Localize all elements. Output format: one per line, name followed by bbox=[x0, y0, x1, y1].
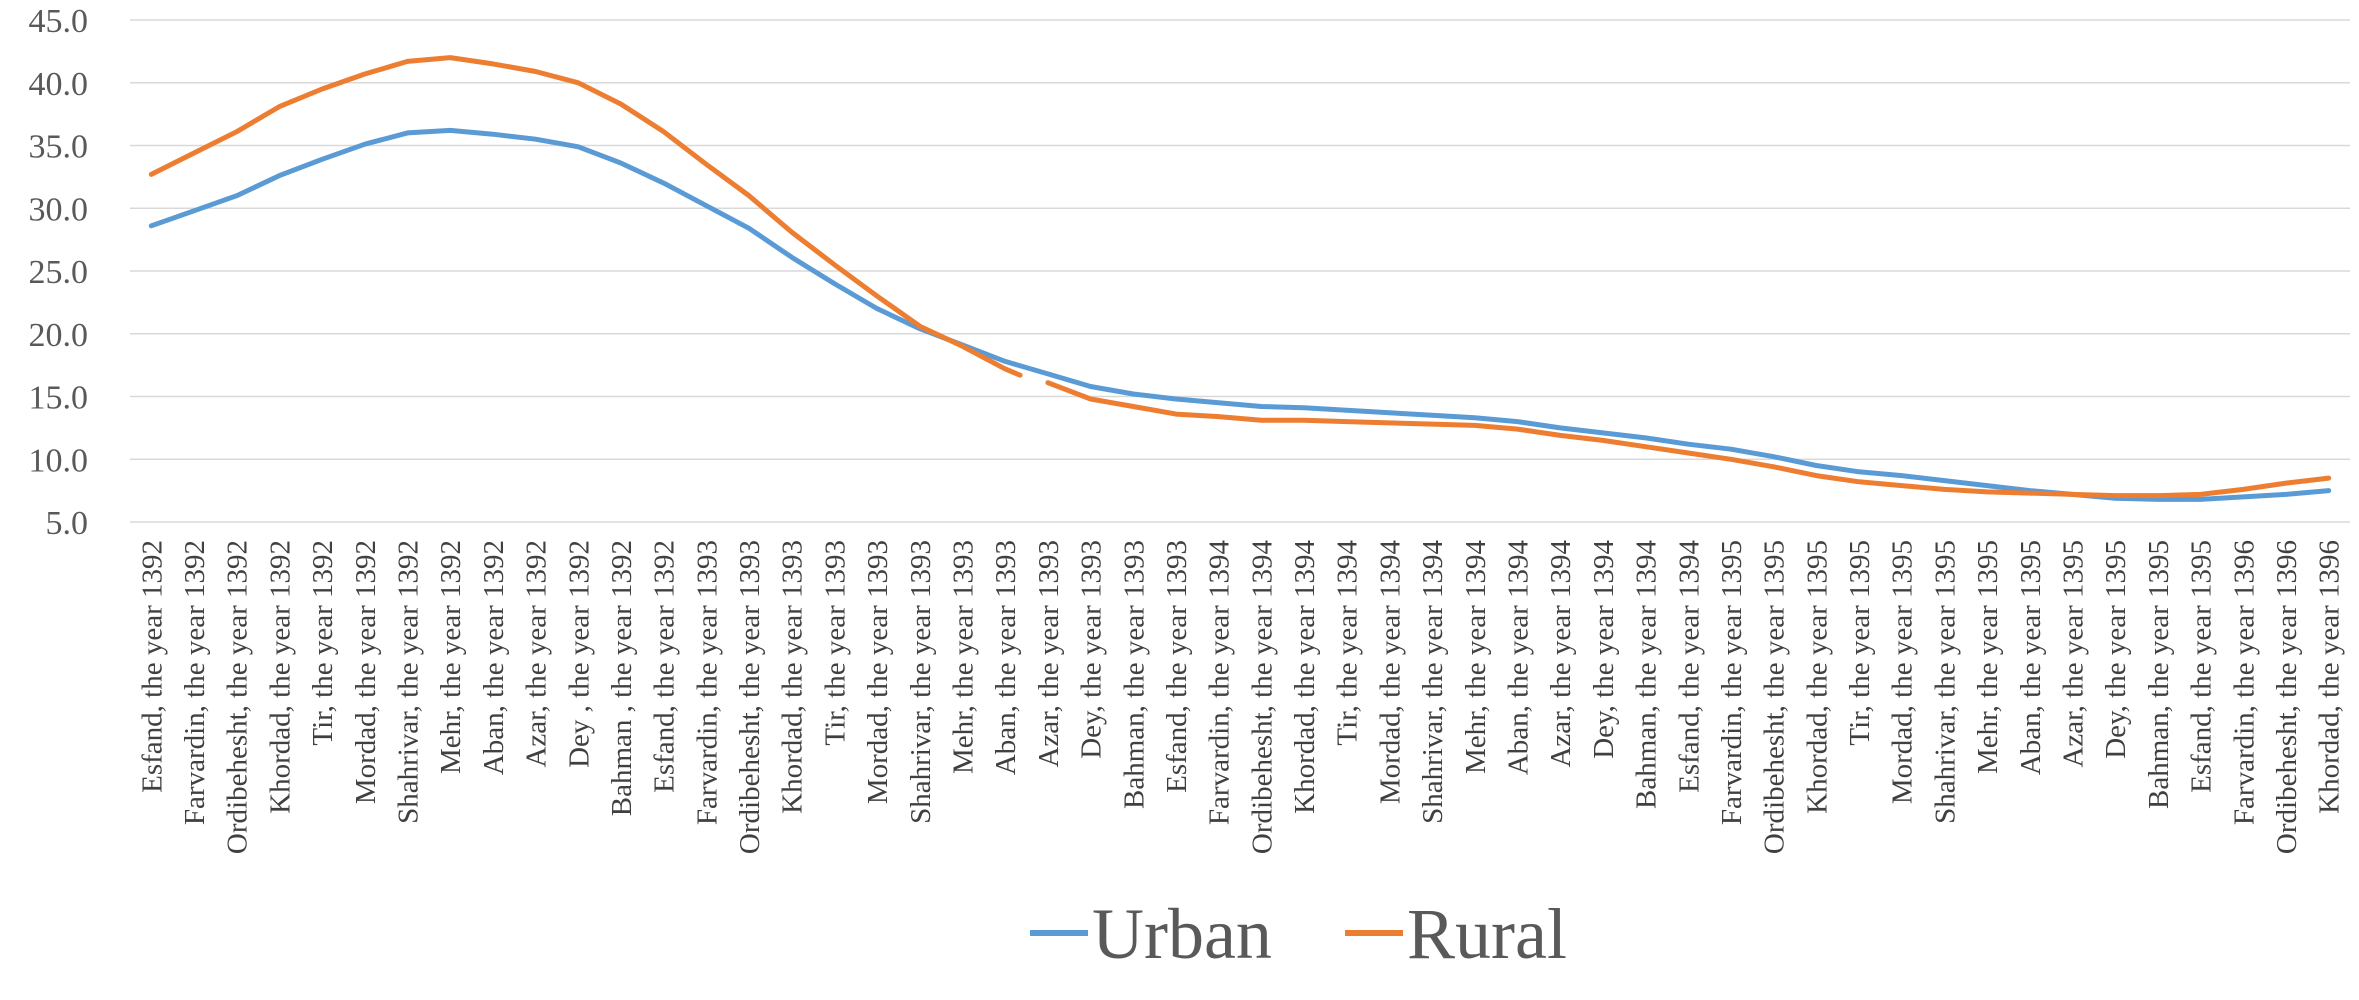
x-tick-label: Azar, the year 1395 bbox=[2058, 540, 2090, 768]
x-tick-label: Mordad, the year 1393 bbox=[862, 540, 894, 804]
x-tick-label: Dey , the year 1392 bbox=[563, 540, 595, 768]
x-tick-label: Dey, the year 1393 bbox=[1076, 540, 1108, 759]
legend: Urban Rural bbox=[1030, 894, 1567, 974]
x-tick-label: Aban, the year 1393 bbox=[990, 540, 1022, 775]
x-tick-label: Mehr, the year 1393 bbox=[948, 540, 980, 774]
y-tick-label: 40.0 bbox=[29, 66, 89, 103]
x-tick-label: Ordibehesht, the year 1396 bbox=[2271, 540, 2303, 854]
series-line-rural bbox=[148, 55, 1023, 378]
series-line-rural bbox=[1045, 380, 2332, 499]
x-tick-label: Bahman, the year 1395 bbox=[2143, 540, 2175, 809]
y-tick-label: 30.0 bbox=[29, 191, 89, 228]
x-tick-label: Aban, the year 1392 bbox=[478, 540, 510, 775]
x-tick-label: Azar, the year 1394 bbox=[1545, 540, 1577, 768]
x-tick-label: Ordibehesht, the year 1393 bbox=[734, 540, 766, 854]
x-tick-label: Farvardin, the year 1394 bbox=[1204, 540, 1236, 826]
x-tick-label: Ordibehesht, the year 1392 bbox=[222, 540, 254, 854]
x-tick-label: Shahrivar, the year 1395 bbox=[1929, 540, 1961, 824]
x-tick-label: Mordad, the year 1392 bbox=[350, 540, 382, 804]
x-tick-label: Farvardin, the year 1393 bbox=[691, 540, 723, 825]
y-tick-label: 35.0 bbox=[29, 129, 89, 166]
x-axis-tick-labels: Esfand, the year 1392 Farvardin, the year… bbox=[136, 540, 2345, 855]
legend-label-rural: Rural bbox=[1407, 894, 1567, 974]
series-line-urban bbox=[148, 127, 2332, 502]
x-tick-label: Tir, the year 1392 bbox=[307, 540, 339, 746]
x-tick-label: Dey, the year 1394 bbox=[1588, 540, 1620, 759]
x-tick-label: Aban, the year 1394 bbox=[1503, 540, 1535, 776]
x-tick-label: Mordad, the year 1394 bbox=[1374, 540, 1406, 805]
x-tick-label: Ordibehesht, the year 1395 bbox=[1759, 540, 1791, 854]
y-tick-label: 25.0 bbox=[29, 254, 89, 291]
x-tick-label: Dey, the year 1395 bbox=[2100, 540, 2132, 759]
x-tick-label: Shahrivar, the year 1393 bbox=[905, 540, 937, 824]
x-tick-label: Farvardin, the year 1395 bbox=[1716, 540, 1748, 825]
x-tick-label: Mehr, the year 1395 bbox=[1972, 540, 2004, 774]
x-tick-label: Esfand, the year 1392 bbox=[136, 540, 168, 793]
x-tick-label: Mehr, the year 1394 bbox=[1460, 540, 1492, 774]
x-tick-label: Bahman, the year 1394 bbox=[1631, 540, 1663, 809]
y-tick-label: 5.0 bbox=[46, 505, 89, 542]
gridlines bbox=[130, 19, 2350, 523]
x-tick-label: Tir, the year 1393 bbox=[819, 540, 851, 746]
legend-label-urban: Urban bbox=[1092, 894, 1272, 974]
x-tick-label: Mehr, the year 1392 bbox=[435, 540, 467, 774]
x-tick-label: Tir, the year 1395 bbox=[1844, 540, 1876, 746]
y-tick-label: 10.0 bbox=[29, 442, 89, 479]
y-tick-label: 15.0 bbox=[29, 380, 89, 417]
x-tick-label: Mordad, the year 1395 bbox=[1887, 540, 1919, 804]
x-tick-label: Farvardin, the year 1396 bbox=[2228, 540, 2260, 825]
x-tick-label: Shahrivar, the year 1394 bbox=[1417, 540, 1449, 824]
series-lines bbox=[148, 55, 2332, 502]
x-tick-label: Ordibehesht, the year 1394 bbox=[1246, 540, 1278, 855]
x-tick-label: Esfand, the year 1395 bbox=[2186, 540, 2218, 793]
x-tick-label: Aban, the year 1395 bbox=[2015, 540, 2047, 775]
y-tick-label: 45.0 bbox=[29, 3, 89, 40]
y-axis-tick-labels: 5.0 10.0 15.0 20.0 25.0 30.0 35.0 40.0 45.0 bbox=[29, 3, 89, 542]
y-tick-label: 20.0 bbox=[29, 317, 89, 354]
x-tick-label: Khordad, the year 1392 bbox=[264, 540, 296, 814]
x-tick-label: Khordad, the year 1395 bbox=[1801, 540, 1833, 814]
x-tick-label: Esfand, the year 1394 bbox=[1673, 540, 1705, 793]
x-tick-label: Esfand, the year 1392 bbox=[649, 540, 681, 793]
x-tick-label: Esfand, the year 1393 bbox=[1161, 540, 1193, 793]
x-tick-label: Azar, the year 1392 bbox=[521, 540, 553, 768]
x-tick-label: Bahman , the year 1392 bbox=[606, 540, 638, 816]
x-tick-label: Azar, the year 1393 bbox=[1033, 540, 1065, 768]
x-tick-label: Khordad, the year 1396 bbox=[2314, 540, 2346, 814]
x-tick-label: Khordad, the year 1394 bbox=[1289, 540, 1321, 814]
x-tick-label: Tir, the year 1394 bbox=[1332, 540, 1364, 746]
x-tick-label: Bahman, the year 1393 bbox=[1118, 540, 1150, 809]
x-tick-label: Shahrivar, the year 1392 bbox=[393, 540, 425, 824]
x-tick-label: Khordad, the year 1393 bbox=[777, 540, 809, 814]
x-tick-label: Farvardin, the year 1392 bbox=[179, 540, 211, 825]
